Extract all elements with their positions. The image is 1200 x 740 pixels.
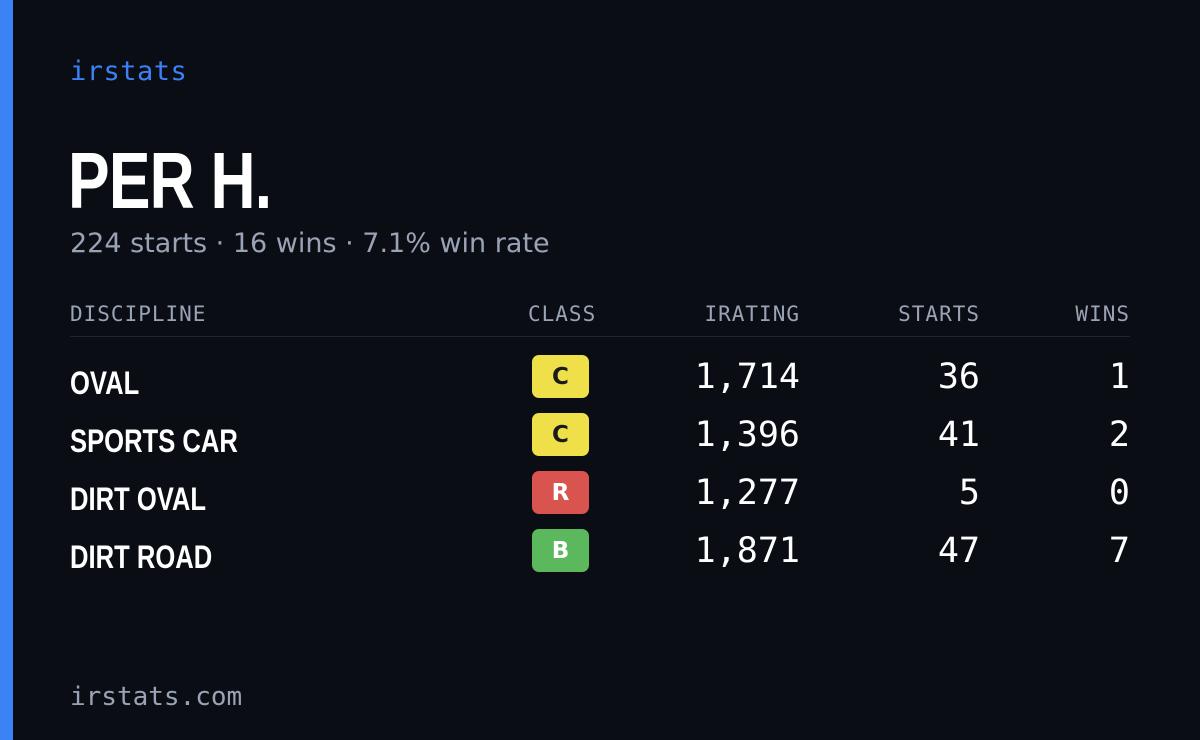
starts-value: 36	[937, 357, 980, 397]
class-badge: C	[532, 413, 589, 456]
table-body: OVAL C 1,714 36 1 SPORTS CAR C 1,396 41 …	[70, 353, 1130, 585]
brand-logo: irstats	[70, 56, 188, 87]
player-summary: 224 starts · 16 wins · 7.1% win rate	[70, 228, 550, 259]
discipline-name: DIRT ROAD	[70, 539, 213, 575]
accent-bar	[0, 0, 13, 740]
irating-value: 1,396	[694, 415, 800, 455]
table-row: DIRT ROAD B 1,871 47 7	[70, 527, 1130, 585]
irating-value: 1,714	[694, 357, 800, 397]
class-badge: B	[532, 529, 589, 572]
header-starts: STARTS	[898, 302, 980, 326]
discipline-name: SPORTS CAR	[70, 423, 238, 459]
wins-value: 2	[1108, 415, 1130, 455]
wins-value: 0	[1108, 473, 1130, 513]
class-badge: C	[532, 355, 589, 398]
irating-value: 1,277	[694, 473, 800, 513]
table-row: SPORTS CAR C 1,396 41 2	[70, 411, 1130, 469]
player-name: PER H.	[68, 136, 272, 225]
irating-value: 1,871	[694, 531, 800, 571]
header-irating: IRATING	[704, 302, 800, 326]
starts-value: 41	[937, 415, 980, 455]
header-class: CLASS	[528, 302, 597, 326]
discipline-name: DIRT OVAL	[70, 481, 207, 517]
starts-value: 5	[958, 473, 980, 513]
header-discipline: DISCIPLINE	[70, 302, 207, 326]
table-row: DIRT OVAL R 1,277 5 0	[70, 469, 1130, 527]
starts-value: 47	[937, 531, 980, 571]
table-header: DISCIPLINE CLASS IRATING STARTS WINS	[70, 296, 1130, 337]
class-badge: R	[532, 471, 589, 514]
wins-value: 7	[1108, 531, 1130, 571]
stats-table: DISCIPLINE CLASS IRATING STARTS WINS OVA…	[70, 296, 1130, 585]
footer-url: irstats.com	[70, 682, 243, 712]
table-row: OVAL C 1,714 36 1	[70, 353, 1130, 411]
header-wins: WINS	[1075, 302, 1130, 326]
wins-value: 1	[1108, 357, 1130, 397]
discipline-name: OVAL	[70, 365, 140, 401]
